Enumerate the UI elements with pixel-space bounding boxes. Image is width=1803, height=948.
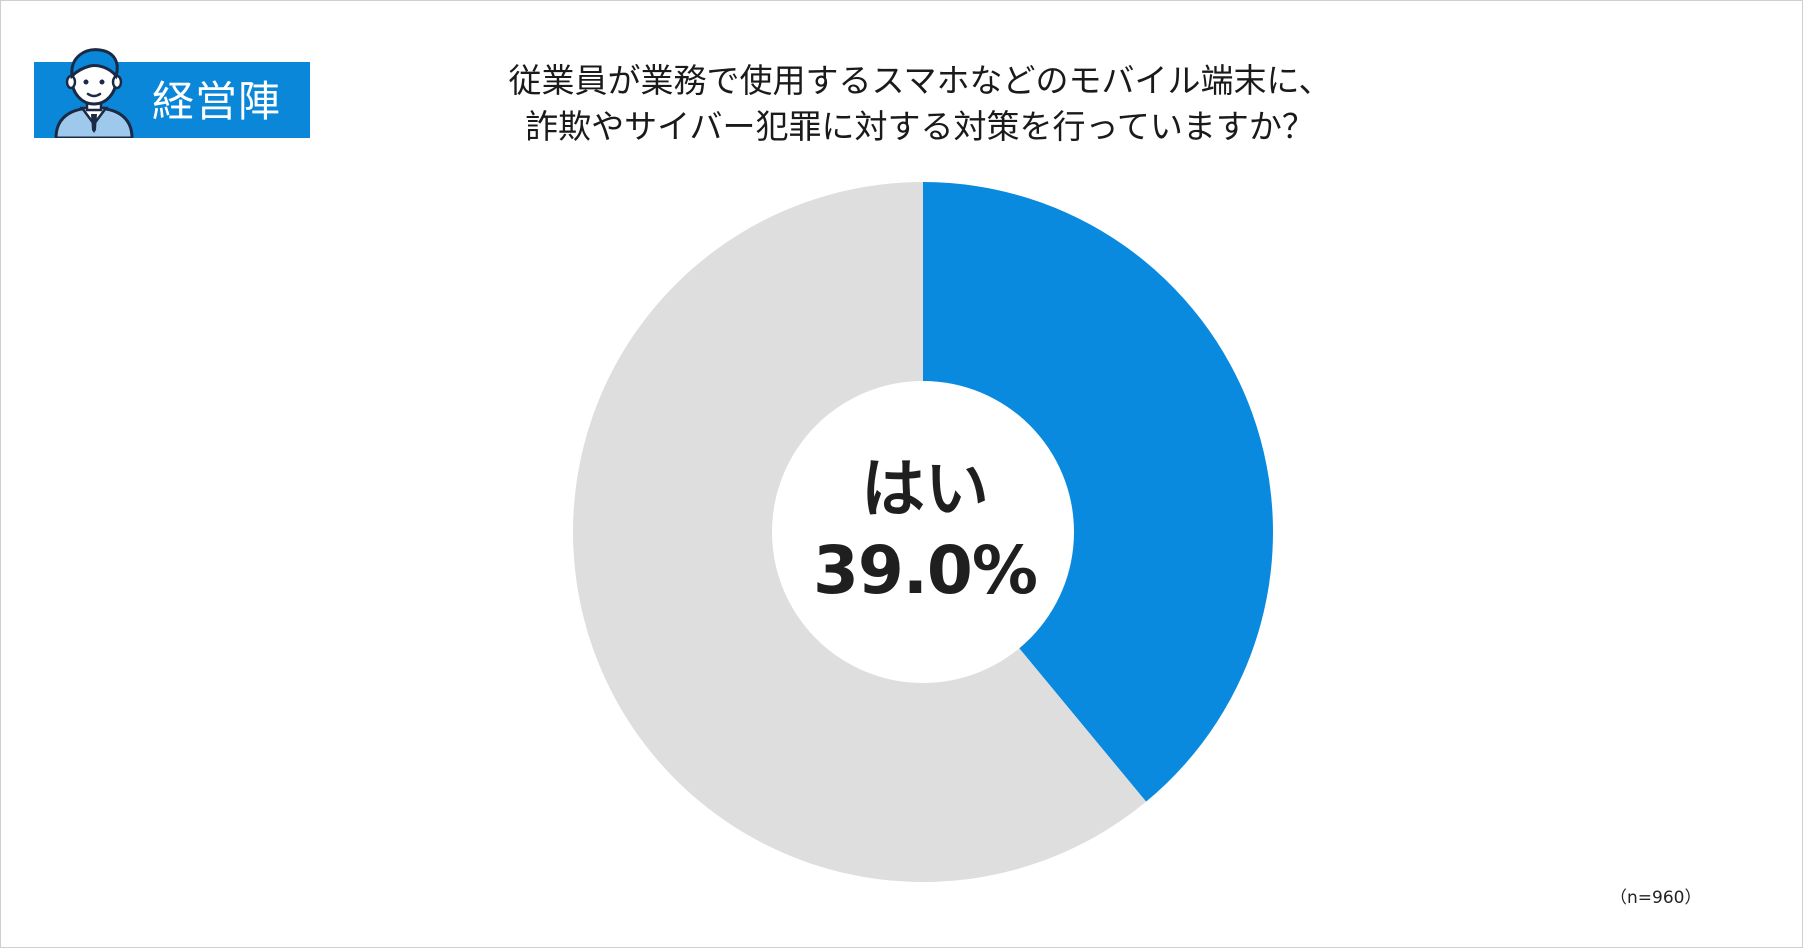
businessman-avatar-icon [54,48,134,138]
donut-slice-1 [923,182,1273,802]
chart-title-line2: 詐欺やサイバー犯罪に対する対策を行っていますか？ [525,107,1315,146]
donut-hole [772,381,1074,683]
center-category-label: はい [861,453,989,527]
chart-title: 従業員が業務で使用するスマホなどのモバイル端末に、 詐欺やサイバー犯罪に対する対… [360,58,1480,150]
chart-title-line1: 従業員が業務で使用するスマホなどのモバイル端末に、 [508,61,1332,100]
badge-label: 経営陣 [152,77,282,126]
center-value-label: 39.0% [813,532,1038,609]
sample-size-note: （n=960） [1610,888,1702,908]
donut-center-label: はい 39.0% [775,450,1075,612]
